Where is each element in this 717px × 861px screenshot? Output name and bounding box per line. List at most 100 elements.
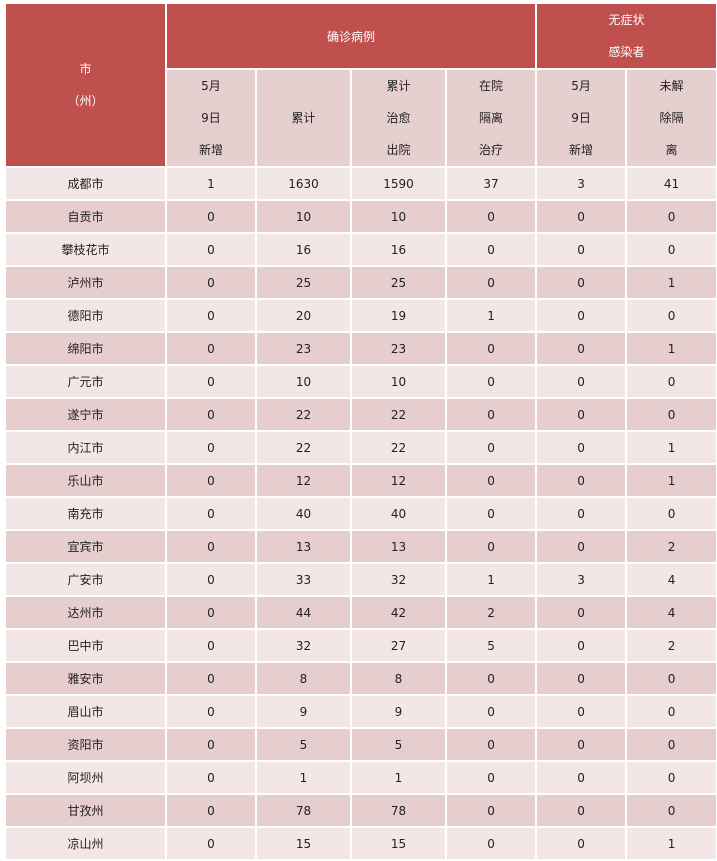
confirmed-total-cell: 22 bbox=[255, 430, 352, 465]
confirmed-hospitalized-cell: 0 bbox=[444, 199, 538, 234]
confirmed-recovered-cell: 16 bbox=[350, 232, 447, 267]
table-row: 广安市 0 33 32 1 3 4 bbox=[4, 562, 717, 597]
city-header-line: 市 bbox=[79, 62, 92, 76]
city-header: 市 （州） bbox=[4, 2, 167, 168]
confirmed-total-header: 累计 bbox=[255, 68, 352, 168]
header-line: 未解 bbox=[659, 79, 684, 93]
confirmed-hospitalized-cell: 0 bbox=[444, 265, 538, 300]
asymptomatic-new-cell: 0 bbox=[535, 727, 628, 762]
confirmed-total-cell: 23 bbox=[255, 331, 352, 366]
confirmed-hospitalized-cell: 1 bbox=[444, 298, 538, 333]
table-row: 泸州市 0 25 25 0 0 1 bbox=[4, 265, 717, 300]
asymptomatic-under-isolation-header: 未解 除隔离 bbox=[625, 68, 717, 168]
asymptomatic-under-isolation-cell: 0 bbox=[625, 694, 717, 729]
asymptomatic-new-cell: 0 bbox=[535, 496, 628, 531]
table-row: 广元市 0 10 10 0 0 0 bbox=[4, 364, 717, 399]
asymptomatic-new-cell: 0 bbox=[535, 364, 628, 399]
table-row: 雅安市 0 8 8 0 0 0 bbox=[4, 661, 717, 696]
city-name-cell: 达州市 bbox=[4, 595, 167, 630]
city-name-cell: 雅安市 bbox=[4, 661, 167, 696]
asymptomatic-new-cell: 0 bbox=[535, 595, 628, 630]
city-name-cell: 泸州市 bbox=[4, 265, 167, 300]
city-name-cell: 内江市 bbox=[4, 430, 167, 465]
confirmed-hospitalized-cell: 0 bbox=[444, 463, 538, 498]
header-line: 离 bbox=[665, 143, 678, 157]
city-name-cell: 宜宾市 bbox=[4, 529, 167, 564]
header-line: 隔离 bbox=[479, 111, 504, 125]
city-name-cell: 乐山市 bbox=[4, 463, 167, 498]
confirmed-total-cell: 15 bbox=[255, 826, 352, 861]
city-name-cell: 凉山州 bbox=[4, 826, 167, 861]
confirmed-recovered-cell: 23 bbox=[350, 331, 447, 366]
header-line: 治愈 bbox=[386, 111, 411, 125]
confirmed-recovered-cell: 19 bbox=[350, 298, 447, 333]
city-name-cell: 眉山市 bbox=[4, 694, 167, 729]
confirmed-hospitalized-cell: 37 bbox=[444, 166, 538, 201]
confirmed-hospitalized-cell: 0 bbox=[444, 529, 538, 564]
asymptomatic-under-isolation-cell: 2 bbox=[625, 529, 717, 564]
asymptomatic-new-cell: 0 bbox=[535, 265, 628, 300]
confirmed-new-cell: 0 bbox=[165, 265, 257, 300]
asymptomatic-under-isolation-cell: 0 bbox=[625, 793, 717, 828]
confirmed-total-cell: 1 bbox=[255, 760, 352, 795]
asymptomatic-under-isolation-cell: 1 bbox=[625, 463, 717, 498]
confirmed-hospitalized-header: 在院 隔离 治疗 bbox=[444, 68, 538, 168]
confirmed-new-cell: 0 bbox=[165, 661, 257, 696]
asymptomatic-new-cell: 0 bbox=[535, 628, 628, 663]
city-name-cell: 阿坝州 bbox=[4, 760, 167, 795]
asymptomatic-header-line: 感染者 bbox=[608, 45, 645, 59]
confirmed-new-cell: 0 bbox=[165, 397, 257, 432]
confirmed-new-cell: 0 bbox=[165, 199, 257, 234]
confirmed-recovered-cell: 10 bbox=[350, 199, 447, 234]
confirmed-recovered-header: 累计 治愈 出院 bbox=[350, 68, 447, 168]
confirmed-recovered-cell: 9 bbox=[350, 694, 447, 729]
confirmed-recovered-cell: 42 bbox=[350, 595, 447, 630]
confirmed-total-cell: 16 bbox=[255, 232, 352, 267]
confirmed-hospitalized-cell: 1 bbox=[444, 562, 538, 597]
header-line: 除隔 bbox=[659, 111, 684, 125]
asymptomatic-new-cell: 0 bbox=[535, 232, 628, 267]
confirmed-new-cell: 0 bbox=[165, 595, 257, 630]
asymptomatic-new-cell: 3 bbox=[535, 562, 628, 597]
confirmed-total-cell: 32 bbox=[255, 628, 352, 663]
confirmed-recovered-cell: 22 bbox=[350, 397, 447, 432]
asymptomatic-under-isolation-cell: 41 bbox=[625, 166, 717, 201]
confirmed-total-cell: 1630 bbox=[255, 166, 352, 201]
confirmed-recovered-cell: 27 bbox=[350, 628, 447, 663]
confirmed-new-cell: 0 bbox=[165, 298, 257, 333]
asymptomatic-group-header: 无症状 感染者 bbox=[535, 2, 717, 70]
city-name-cell: 甘孜州 bbox=[4, 793, 167, 828]
asymptomatic-under-isolation-cell: 1 bbox=[625, 826, 717, 861]
confirmed-new-cell: 0 bbox=[165, 496, 257, 531]
confirmed-total-cell: 20 bbox=[255, 298, 352, 333]
confirmed-hospitalized-cell: 0 bbox=[444, 331, 538, 366]
asymptomatic-under-isolation-cell: 4 bbox=[625, 595, 717, 630]
confirmed-hospitalized-cell: 0 bbox=[444, 694, 538, 729]
confirmed-new-cell: 0 bbox=[165, 331, 257, 366]
asymptomatic-under-isolation-cell: 0 bbox=[625, 232, 717, 267]
table-row: 遂宁市 0 22 22 0 0 0 bbox=[4, 397, 717, 432]
confirmed-new-cell: 0 bbox=[165, 793, 257, 828]
confirmed-hospitalized-cell: 0 bbox=[444, 232, 538, 267]
confirmed-recovered-cell: 5 bbox=[350, 727, 447, 762]
asymptomatic-new-cell: 0 bbox=[535, 694, 628, 729]
city-name-cell: 广元市 bbox=[4, 364, 167, 399]
table-row: 内江市 0 22 22 0 0 1 bbox=[4, 430, 717, 465]
header-line: 累计 bbox=[291, 111, 316, 125]
table-row: 资阳市 0 5 5 0 0 0 bbox=[4, 727, 717, 762]
asymptomatic-new-cell: 0 bbox=[535, 529, 628, 564]
table-row: 自贡市 0 10 10 0 0 0 bbox=[4, 199, 717, 234]
asymptomatic-new-cell: 0 bbox=[535, 331, 628, 366]
confirmed-recovered-cell: 1 bbox=[350, 760, 447, 795]
asymptomatic-under-isolation-cell: 1 bbox=[625, 430, 717, 465]
header-line: 治疗 bbox=[479, 143, 504, 157]
table-row: 成都市 1 1630 1590 37 3 41 bbox=[4, 166, 717, 201]
confirmed-recovered-cell: 40 bbox=[350, 496, 447, 531]
confirmed-hospitalized-cell: 0 bbox=[444, 364, 538, 399]
table-row: 攀枝花市 0 16 16 0 0 0 bbox=[4, 232, 717, 267]
table-row: 巴中市 0 32 27 5 0 2 bbox=[4, 628, 717, 663]
confirmed-total-cell: 78 bbox=[255, 793, 352, 828]
asymptomatic-under-isolation-cell: 0 bbox=[625, 199, 717, 234]
table-row: 乐山市 0 12 12 0 0 1 bbox=[4, 463, 717, 498]
confirmed-hospitalized-cell: 0 bbox=[444, 397, 538, 432]
